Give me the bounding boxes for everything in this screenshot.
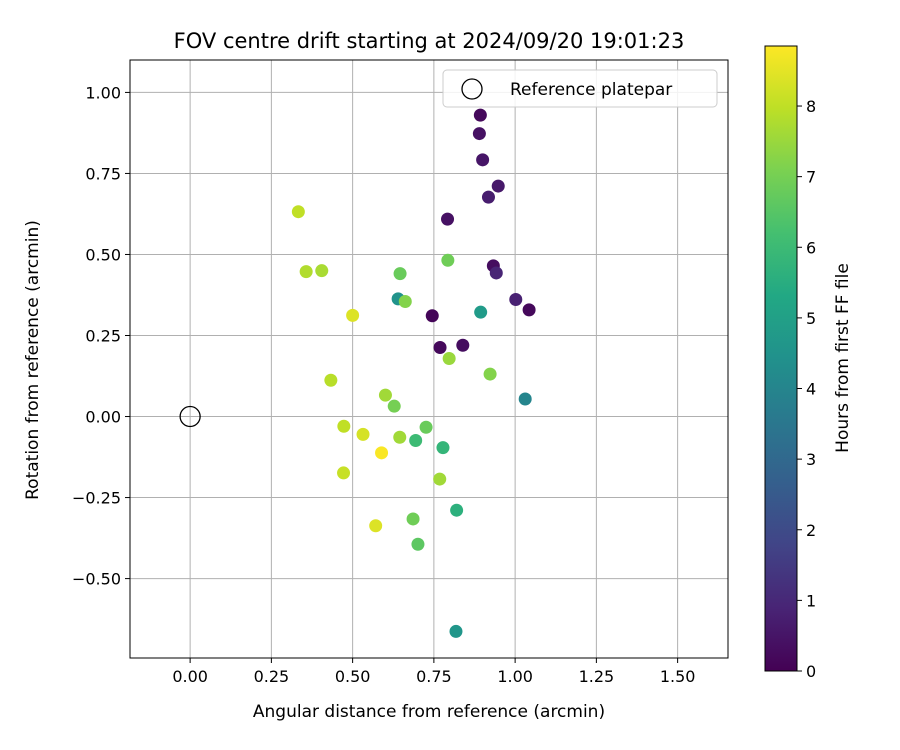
data-point xyxy=(425,309,439,323)
data-point xyxy=(474,305,488,319)
colorbar-tick-label: 1 xyxy=(806,591,816,610)
data-point xyxy=(393,267,407,281)
y-axis-label: Rotation from reference (arcmin) xyxy=(23,220,43,500)
x-axis-label: Angular distance from reference (arcmin) xyxy=(253,702,605,722)
colorbar-tick-label: 2 xyxy=(806,521,816,540)
reference-point xyxy=(179,405,201,428)
legend-box xyxy=(442,69,718,108)
colorbar-tick-label: 5 xyxy=(806,309,816,328)
data-point xyxy=(369,519,383,533)
data-point xyxy=(491,179,505,193)
colorbar-gradient xyxy=(764,45,798,672)
colorbar-tick-label: 6 xyxy=(806,238,816,257)
data-point xyxy=(315,264,329,278)
data-point xyxy=(299,265,313,279)
grid-lines xyxy=(130,60,728,658)
y-tick-label: 0.50 xyxy=(85,245,121,264)
data-point xyxy=(375,446,389,460)
colorbar-tick-label: 3 xyxy=(806,450,816,469)
data-point xyxy=(378,388,392,402)
data-point xyxy=(509,293,523,307)
x-tick-label: 0.50 xyxy=(335,667,371,686)
x-tick-label: 1.00 xyxy=(497,667,533,686)
data-point xyxy=(406,512,420,526)
y-axis-ticks: −0.50 −0.25 0.00 0.25 0.50 0.75 1.00 xyxy=(72,83,130,589)
data-point xyxy=(442,352,456,366)
y-tick-label: −0.25 xyxy=(72,489,121,508)
data-point xyxy=(346,308,360,322)
colorbar-tick-label: 4 xyxy=(806,380,816,399)
data-point xyxy=(481,190,495,204)
data-point xyxy=(409,434,423,448)
data-point xyxy=(518,392,532,406)
x-tick-label: 1.50 xyxy=(660,667,696,686)
plot-frame xyxy=(129,59,729,659)
legend-marker xyxy=(461,78,483,100)
y-tick-label: 0.75 xyxy=(85,164,121,183)
data-point xyxy=(433,472,447,486)
y-tick-label: 0.25 xyxy=(85,327,121,346)
data-point xyxy=(433,340,447,354)
y-tick-label: 0.00 xyxy=(85,408,121,427)
colorbar-tick-label: 8 xyxy=(806,97,816,116)
data-point xyxy=(456,338,470,352)
data-point xyxy=(411,537,425,551)
data-point xyxy=(450,503,464,517)
data-point xyxy=(483,367,497,381)
colorbar-tick-label: 7 xyxy=(806,168,816,187)
scatter-points xyxy=(179,108,536,638)
data-point xyxy=(324,373,338,387)
y-tick-label: −0.50 xyxy=(72,570,121,589)
colorbar: 0 1 2 3 4 5 6 7 8 Hours from first FF file xyxy=(764,45,853,681)
data-point xyxy=(387,399,401,413)
y-tick-label: 1.00 xyxy=(85,83,121,102)
chart-title: FOV centre drift starting at 2024/09/20 … xyxy=(174,29,685,53)
data-point xyxy=(472,127,486,141)
colorbar-label: Hours from first FF file xyxy=(833,263,853,453)
data-point xyxy=(337,466,351,480)
data-point xyxy=(522,303,536,317)
data-point xyxy=(436,441,450,455)
data-point xyxy=(449,624,463,638)
x-tick-label: 0.25 xyxy=(254,667,290,686)
data-point xyxy=(476,153,490,167)
legend: Reference platepar xyxy=(442,69,718,108)
x-axis-ticks: 0.00 0.25 0.50 0.75 1.00 1.25 1.50 xyxy=(172,658,695,686)
data-point xyxy=(441,253,455,267)
data-point xyxy=(356,427,370,441)
colorbar-tick-label: 0 xyxy=(806,662,816,681)
data-point xyxy=(398,294,412,308)
x-tick-label: 0.75 xyxy=(416,667,452,686)
colorbar-ticks: 0 1 2 3 4 5 6 7 8 xyxy=(797,97,816,681)
data-point xyxy=(473,108,487,122)
data-point xyxy=(419,420,433,434)
x-tick-label: 1.25 xyxy=(579,667,615,686)
x-tick-label: 0.00 xyxy=(172,667,208,686)
legend-label: Reference platepar xyxy=(510,80,672,100)
data-point xyxy=(489,266,503,280)
data-point xyxy=(393,430,407,444)
data-point xyxy=(291,205,305,219)
data-point xyxy=(337,419,351,433)
plot-axes xyxy=(129,59,729,659)
data-point xyxy=(441,212,455,226)
